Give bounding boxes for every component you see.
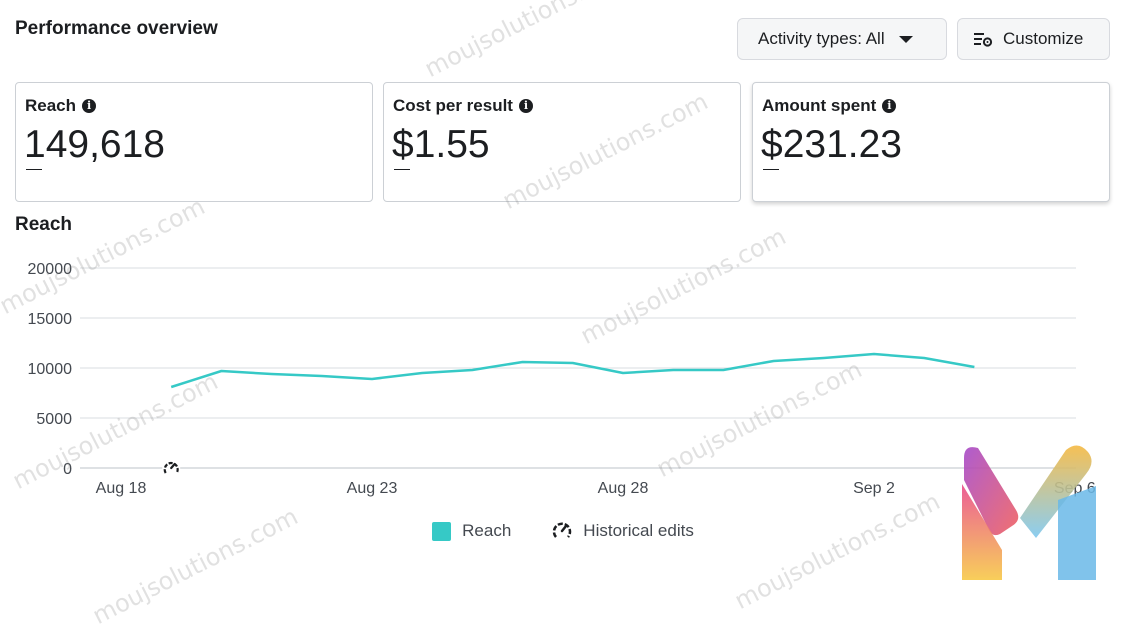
brand-logo [958, 440, 1100, 582]
x-tick-label: Aug 23 [347, 480, 398, 497]
info-icon[interactable]: i [82, 99, 96, 113]
sliders-gear-icon [973, 30, 993, 48]
metric-value: $231.23 [761, 123, 902, 167]
metric-card-reach[interactable]: Reach i 149,618 [15, 82, 373, 202]
metric-label: Cost per result [393, 96, 513, 116]
x-tick-label: Aug 28 [598, 480, 649, 497]
metric-change-dash [26, 169, 42, 170]
metric-label-wrap: Cost per result i [393, 96, 533, 116]
activity-types-dropdown[interactable]: Activity types: All [737, 18, 947, 60]
activity-types-label: Activity types: All [758, 29, 885, 49]
metric-label: Amount spent [762, 96, 876, 116]
customize-button[interactable]: Customize [957, 18, 1110, 60]
legend-label-reach: Reach [462, 521, 511, 541]
y-tick-label: 15000 [28, 311, 73, 328]
chart-section-title: Reach [15, 214, 72, 236]
legend-item-historical-edits[interactable]: Historical edits [551, 520, 694, 542]
y-tick-label: 10000 [28, 361, 73, 378]
metric-card-cost-per-result[interactable]: Cost per result i $1.55 [383, 82, 741, 202]
x-tick-label: Aug 18 [96, 480, 147, 497]
metric-label-wrap: Amount spent i [762, 96, 896, 116]
metric-value: 149,618 [24, 123, 165, 167]
legend-swatch-reach [432, 522, 451, 541]
historical-edit-icon [551, 520, 573, 542]
info-icon[interactable]: i [519, 99, 533, 113]
customize-label: Customize [1003, 29, 1083, 49]
metric-label: Reach [25, 96, 76, 116]
caret-down-icon [899, 36, 913, 43]
historical-edit-marker[interactable] [162, 459, 180, 477]
legend-item-reach[interactable]: Reach [432, 521, 511, 541]
legend-label-historical: Historical edits [583, 521, 694, 541]
reach-series-line [171, 354, 974, 387]
metric-value: $1.55 [392, 123, 490, 167]
watermark: moujsolutions.com [420, 0, 634, 83]
metric-change-dash [763, 169, 779, 170]
x-tick-label: Sep 2 [853, 480, 895, 497]
metric-card-amount-spent[interactable]: Amount spent i $231.23 [752, 82, 1110, 202]
metric-label-wrap: Reach i [25, 96, 96, 116]
page-title: Performance overview [15, 18, 218, 40]
info-icon[interactable]: i [882, 99, 896, 113]
y-tick-label: 0 [63, 461, 72, 478]
y-tick-label: 5000 [36, 411, 72, 428]
metric-change-dash [394, 169, 410, 170]
y-tick-label: 20000 [28, 261, 73, 278]
